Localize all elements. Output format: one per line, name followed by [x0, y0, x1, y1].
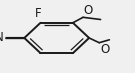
- Text: O: O: [84, 4, 93, 17]
- Text: F: F: [34, 7, 41, 20]
- Text: O: O: [100, 43, 109, 56]
- Text: N: N: [0, 31, 4, 44]
